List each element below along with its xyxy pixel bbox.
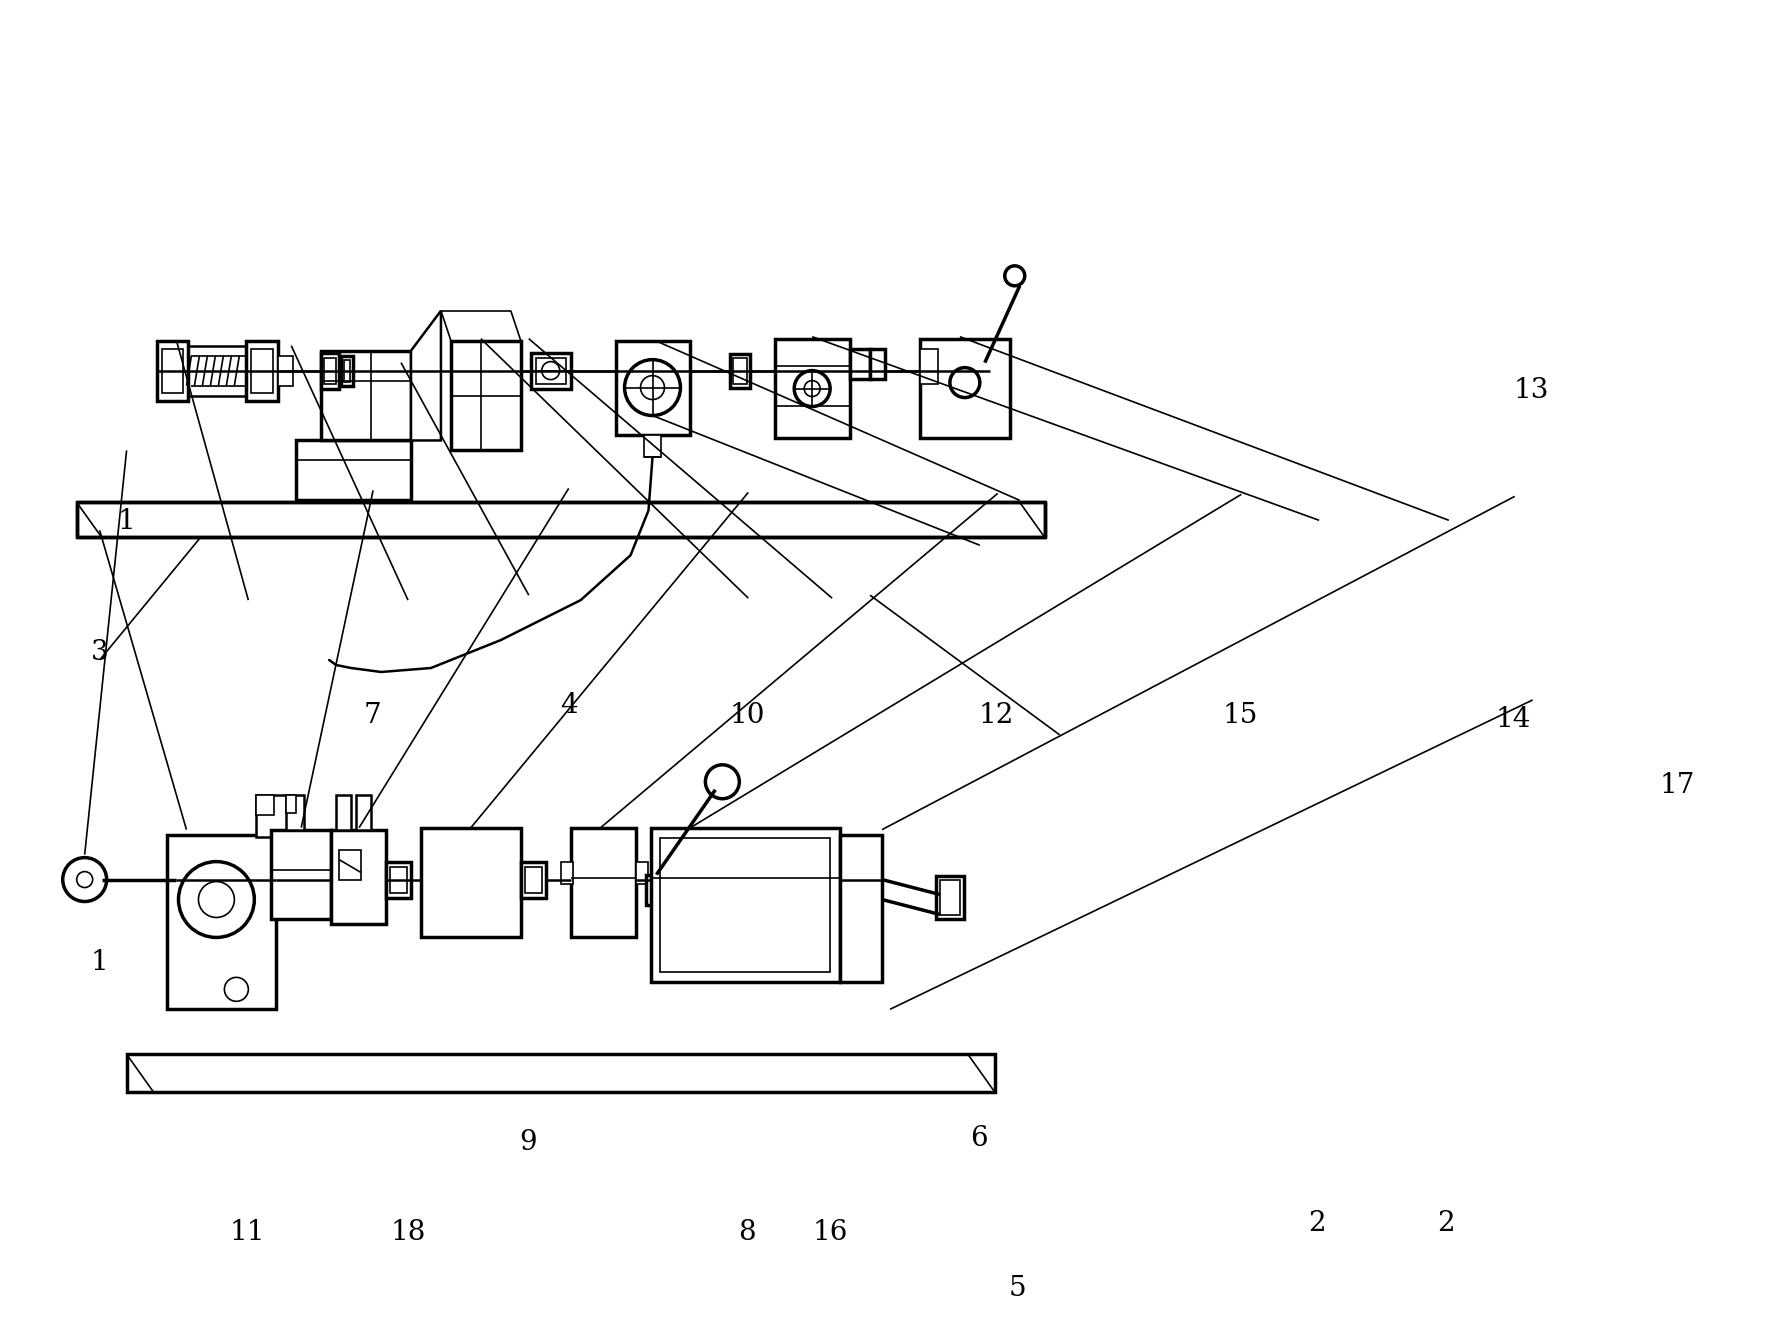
Bar — [775, 338, 850, 439]
Bar — [325, 357, 336, 384]
Bar — [920, 349, 938, 384]
Bar — [561, 861, 573, 884]
Bar — [252, 349, 273, 393]
Polygon shape — [411, 310, 441, 440]
Bar — [339, 849, 361, 880]
Text: 6: 6 — [970, 1124, 988, 1151]
Bar — [536, 357, 566, 384]
Text: 14: 14 — [1495, 706, 1531, 733]
Text: 7: 7 — [364, 702, 382, 729]
Text: 8: 8 — [738, 1219, 755, 1246]
Text: 18: 18 — [391, 1219, 425, 1246]
Bar — [645, 874, 668, 905]
Text: 11: 11 — [230, 1219, 266, 1246]
Text: 13: 13 — [1513, 377, 1548, 405]
Bar — [936, 876, 964, 920]
Bar — [77, 503, 1045, 537]
Bar — [161, 349, 184, 393]
Text: 17: 17 — [1659, 773, 1695, 800]
Bar — [271, 830, 330, 920]
Bar — [839, 834, 882, 983]
Text: 10: 10 — [729, 702, 764, 729]
Bar — [616, 341, 691, 436]
Bar — [296, 440, 411, 500]
Bar — [450, 341, 522, 451]
Bar — [661, 838, 830, 972]
Bar — [870, 349, 886, 378]
Bar — [330, 830, 386, 924]
Text: 16: 16 — [813, 1219, 848, 1246]
Bar — [286, 794, 296, 813]
Bar — [920, 338, 1009, 439]
Bar — [157, 341, 189, 401]
Bar — [157, 346, 246, 396]
Bar — [166, 834, 277, 1009]
Text: 2: 2 — [1309, 1210, 1325, 1237]
Bar — [321, 353, 339, 389]
Bar — [355, 794, 371, 830]
Bar — [650, 828, 839, 983]
Bar — [279, 356, 293, 385]
Bar — [530, 353, 572, 389]
Bar — [850, 349, 870, 378]
Bar — [345, 360, 350, 381]
Bar — [734, 357, 747, 384]
Text: 2: 2 — [1436, 1210, 1454, 1237]
Bar — [286, 794, 304, 830]
Bar — [572, 828, 636, 937]
Bar — [246, 341, 279, 401]
Bar — [525, 866, 541, 893]
Text: 3: 3 — [91, 639, 109, 666]
Bar — [730, 354, 750, 388]
Bar — [336, 794, 352, 830]
Text: 1: 1 — [91, 948, 109, 976]
Text: 1: 1 — [118, 508, 136, 535]
Text: 12: 12 — [979, 702, 1014, 729]
Bar — [257, 794, 275, 814]
Bar — [522, 861, 547, 897]
Bar — [421, 828, 522, 937]
Bar — [643, 436, 661, 457]
Bar — [939, 880, 959, 916]
Bar — [341, 356, 354, 385]
Text: 9: 9 — [518, 1128, 536, 1155]
Bar — [321, 350, 411, 440]
Bar — [127, 1054, 995, 1092]
Bar — [389, 866, 407, 893]
Text: 15: 15 — [1223, 702, 1257, 729]
Text: 4: 4 — [559, 693, 577, 719]
Bar — [386, 861, 411, 897]
Text: 5: 5 — [1009, 1275, 1027, 1302]
Bar — [257, 794, 291, 837]
Bar — [636, 861, 648, 884]
